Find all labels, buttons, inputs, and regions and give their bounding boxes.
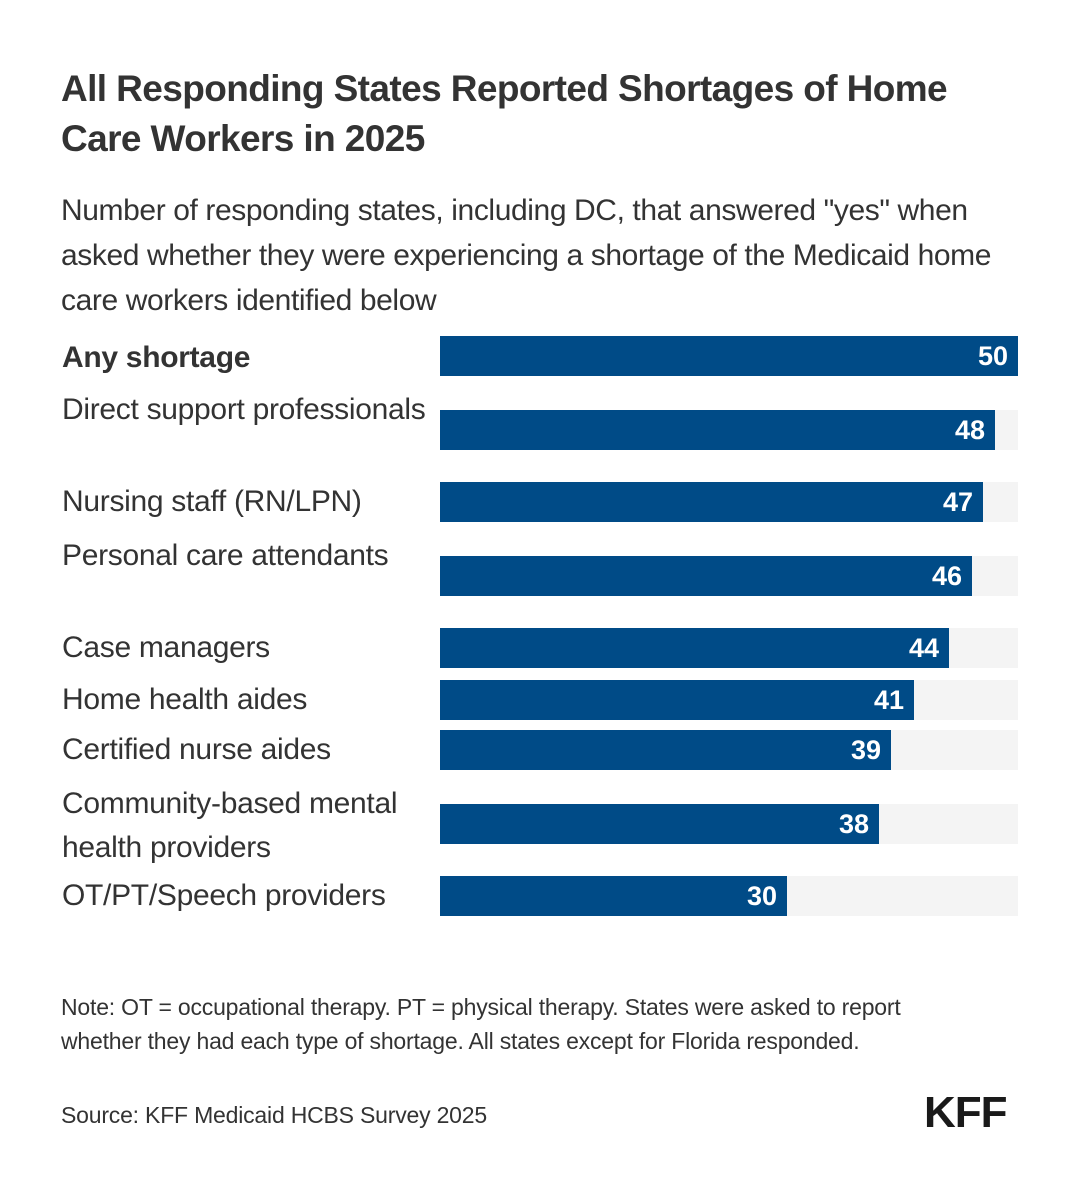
bar-value-label: 30 — [746, 881, 777, 911]
chart-note: Note: OT = occupational therapy. PT = ph… — [61, 994, 901, 1054]
category-label: Personal care attendants — [62, 539, 389, 572]
category-label: Community-based mental health providers — [62, 787, 398, 864]
bar — [440, 628, 949, 668]
category-label: Nursing staff (RN/LPN) — [62, 485, 362, 518]
kff-logo: KFF — [924, 1088, 1008, 1137]
chart-subtitle: Number of responding states, including D… — [61, 194, 992, 317]
bar-value-label: 50 — [977, 341, 1008, 371]
bar — [440, 556, 972, 596]
bar — [440, 482, 983, 522]
category-label: OT/PT/Speech providers — [62, 879, 386, 912]
bar-value-label: 39 — [850, 735, 881, 765]
bar — [440, 336, 1018, 376]
bar — [440, 804, 879, 844]
chart-source: Source: KFF Medicaid HCBS Survey 2025 — [61, 1102, 487, 1128]
category-label: Certified nurse aides — [62, 733, 331, 766]
bar — [440, 876, 787, 916]
bar-value-label: 38 — [838, 809, 869, 839]
bar — [440, 730, 891, 770]
bar-value-label: 41 — [873, 685, 904, 715]
bar-value-label: 44 — [908, 633, 939, 663]
bar-value-label: 47 — [942, 487, 973, 517]
category-label: Case managers — [62, 631, 270, 664]
category-label: Direct support professionals — [62, 393, 426, 426]
category-label: Home health aides — [62, 683, 308, 716]
chart-title: All Responding States Reported Shortages… — [61, 68, 948, 159]
category-label: Any shortage — [62, 341, 251, 374]
bar — [440, 680, 914, 720]
bar-value-label: 46 — [931, 561, 962, 591]
bar-value-label: 48 — [954, 415, 985, 445]
bar — [440, 410, 995, 450]
